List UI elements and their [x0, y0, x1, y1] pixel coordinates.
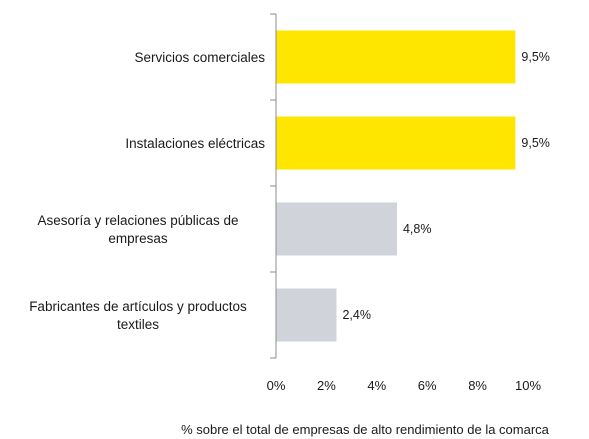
data-label-4: 2,4%	[342, 308, 371, 322]
bar-1	[276, 30, 516, 84]
data-label-3: 4,8%	[403, 222, 432, 236]
category-label-line: Asesoría y relaciones públicas de	[37, 213, 238, 228]
data-label-2: 9,5%	[521, 136, 550, 150]
category-label-line: Servicios comerciales	[134, 50, 265, 65]
x-tick-label: 10%	[515, 378, 541, 393]
x-tick-label: 0%	[267, 378, 286, 393]
x-axis-title: % sobre el total de empresas de alto ren…	[181, 422, 550, 437]
category-label-line: Fabricantes de artículos y productos	[29, 299, 247, 314]
data-labels-group: 9,5% 9,5% 4,8% 2,4%	[342, 50, 549, 322]
axes-group	[270, 13, 277, 359]
category-label-line: Instalaciones eléctricas	[125, 136, 265, 151]
tick-labels-group: 0% 2% 4% 6% 8% 10%	[267, 378, 542, 393]
bar-2	[276, 116, 516, 170]
bar-4	[276, 288, 337, 342]
bars-group	[276, 30, 516, 342]
x-tick-label: 8%	[468, 378, 487, 393]
x-tick-label: 2%	[317, 378, 336, 393]
category-labels-group: Servicios comerciales Instalaciones eléct…	[29, 50, 265, 332]
category-label-3: Asesoría y relaciones públicas de empresa…	[37, 213, 238, 246]
category-label-line: empresas	[108, 231, 168, 246]
category-label-4: Fabricantes de artículos y productos text…	[29, 299, 247, 332]
x-tick-label: 6%	[418, 378, 437, 393]
category-label-1: Servicios comerciales	[134, 50, 265, 65]
data-label-1: 9,5%	[521, 50, 550, 64]
bar-3	[276, 202, 397, 256]
x-tick-label: 4%	[367, 378, 386, 393]
category-label-line: textiles	[117, 317, 159, 332]
category-label-2: Instalaciones eléctricas	[125, 136, 265, 151]
